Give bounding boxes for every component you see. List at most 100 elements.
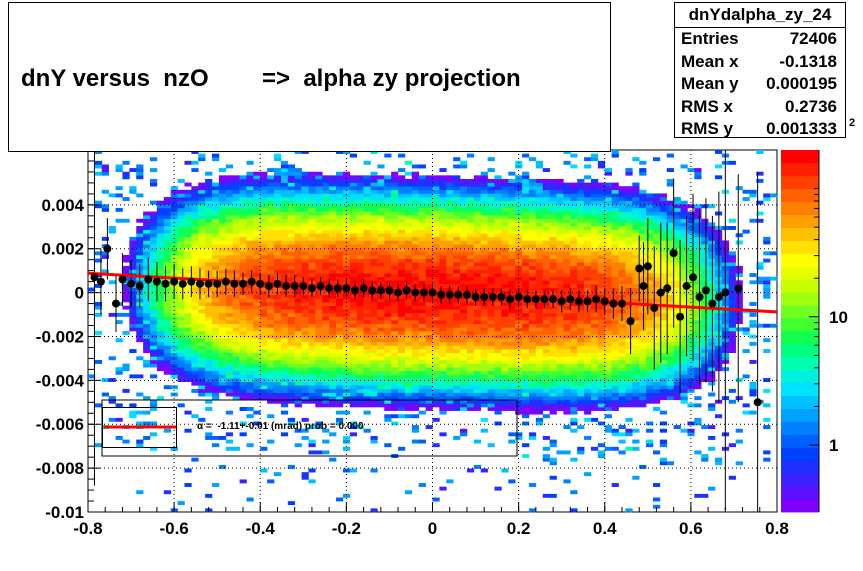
heatmap-cell: [177, 374, 185, 379]
heatmap-cell: [584, 352, 592, 357]
heatmap-cell: [246, 197, 254, 201]
heatmap-cell: [329, 229, 337, 234]
heatmap-cell: [425, 186, 433, 191]
heatmap-cell: [494, 233, 502, 238]
heatmap-cell: [349, 186, 358, 191]
heatmap-cell: [446, 229, 454, 234]
heatmap-cell: [590, 349, 599, 354]
heatmap-cell: [528, 356, 537, 361]
heatmap-cell: [528, 240, 537, 245]
heatmap-cell: [329, 291, 337, 296]
heatmap-cell: [150, 157, 158, 162]
heatmap-cell: [404, 356, 413, 361]
heatmap-cell: [487, 363, 495, 368]
heatmap-cell: [329, 302, 337, 306]
heatmap-cell: [212, 287, 220, 292]
heatmap-cell: [487, 396, 495, 401]
heatmap-cell: [563, 218, 571, 223]
heatmap-cell: [639, 240, 647, 245]
heatmap-cell: [391, 302, 399, 306]
heatmap-cell: [522, 258, 530, 263]
heatmap-cell: [446, 186, 454, 191]
heatmap-cell: [611, 327, 619, 332]
heatmap-cell: [391, 178, 399, 183]
heatmap-cell: [342, 193, 351, 198]
heatmap-cell: [411, 207, 420, 212]
heatmap-cell: [404, 258, 413, 263]
heatmap-cell: [122, 280, 130, 285]
heatmap-cell: [563, 302, 571, 306]
heatmap-cell: [315, 251, 323, 256]
heatmap-cell: [418, 244, 426, 249]
heatmap-cell: [370, 302, 378, 306]
heatmap-cell: [163, 385, 171, 390]
heatmap-cell: [136, 323, 144, 328]
heatmap-cell: [439, 407, 447, 411]
heatmap-cell: [336, 385, 344, 390]
heatmap-cell: [391, 356, 399, 361]
heatmap-cell: [336, 403, 344, 408]
heatmap-cell: [611, 359, 619, 364]
heatmap-cell: [508, 349, 516, 354]
heatmap-cell: [494, 367, 502, 372]
heatmap-cell: [239, 331, 247, 335]
heatmap-cell: [570, 323, 578, 328]
heatmap-cell: [370, 370, 378, 375]
heatmap-cell: [349, 153, 358, 158]
heatmap-cell: [535, 356, 544, 361]
heatmap-cell: [597, 229, 606, 234]
heatmap-cell: [170, 446, 178, 451]
heatmap-cell: [212, 204, 220, 209]
heatmap-cell: [322, 233, 330, 238]
heatmap-cell: [184, 367, 192, 372]
heatmap-cell: [398, 207, 406, 212]
heatmap-cell: [205, 312, 213, 317]
heatmap-cell: [453, 399, 461, 404]
heatmap-cell: [584, 157, 592, 162]
heatmap-cell: [391, 363, 399, 368]
heatmap-cell: [398, 251, 406, 256]
heatmap-cell: [246, 233, 254, 238]
heatmap-cell: [143, 240, 151, 245]
heatmap-cell: [370, 233, 378, 238]
heatmap-cell: [356, 193, 364, 198]
heatmap-cell: [522, 280, 530, 285]
heatmap-cell: [267, 323, 275, 328]
heatmap-cell: [384, 392, 392, 397]
heatmap-cell: [322, 175, 330, 180]
heatmap-cell: [184, 265, 192, 270]
heatmap-cell: [143, 338, 151, 343]
heatmap-cell: [425, 331, 433, 335]
heatmap-cell: [329, 359, 337, 364]
heatmap-cell: [163, 265, 171, 270]
heatmap-cell: [556, 367, 564, 372]
heatmap-cell: [425, 302, 433, 306]
heatmap-cell: [404, 294, 413, 299]
heatmap-cell: [577, 291, 585, 296]
heatmap-cell: [287, 280, 295, 285]
heatmap-cell: [508, 240, 516, 245]
heatmap-cell: [597, 356, 606, 361]
heatmap-cell: [315, 204, 323, 209]
heatmap-cell: [411, 211, 420, 216]
heatmap-cell: [618, 403, 626, 408]
heatmap-cell: [287, 189, 295, 194]
heatmap-cell: [535, 291, 544, 296]
heatmap-cell: [398, 222, 406, 227]
heatmap-cell: [246, 294, 254, 299]
heatmap-cell: [439, 345, 447, 350]
heatmap-cell: [239, 244, 247, 249]
heatmap-cell: [239, 229, 247, 234]
heatmap-cell: [308, 240, 316, 245]
heatmap-cell: [287, 244, 295, 249]
heatmap-cell: [218, 370, 227, 375]
heatmap-cell: [370, 182, 378, 187]
heatmap-cell: [577, 200, 585, 205]
heatmap-cell: [508, 276, 516, 281]
heatmap-cell: [418, 265, 426, 270]
heatmap-cell: [466, 298, 475, 303]
heatmap-cell: [597, 349, 606, 354]
heatmap-cell: [239, 215, 247, 220]
heatmap-cell: [639, 294, 647, 299]
heatmap-cell: [122, 291, 130, 296]
